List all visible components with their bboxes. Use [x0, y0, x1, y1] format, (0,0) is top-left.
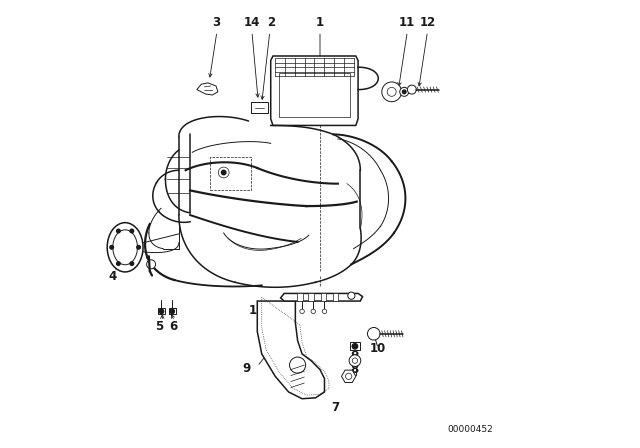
- Text: 6: 6: [169, 319, 177, 333]
- Circle shape: [130, 229, 134, 233]
- Circle shape: [170, 309, 174, 314]
- Circle shape: [382, 82, 401, 102]
- Bar: [297, 293, 303, 301]
- Circle shape: [110, 246, 113, 249]
- Circle shape: [367, 327, 380, 340]
- Circle shape: [403, 90, 406, 94]
- Circle shape: [221, 170, 226, 175]
- Bar: [168, 308, 176, 314]
- Circle shape: [387, 87, 396, 96]
- Text: 1: 1: [316, 16, 324, 29]
- Bar: [350, 342, 360, 350]
- Text: 9: 9: [242, 362, 250, 375]
- Circle shape: [300, 309, 305, 314]
- Bar: [333, 293, 339, 301]
- Circle shape: [311, 309, 316, 314]
- Polygon shape: [257, 301, 324, 399]
- Text: 13: 13: [249, 304, 266, 317]
- Circle shape: [147, 260, 156, 269]
- Ellipse shape: [113, 230, 138, 265]
- Bar: [308, 293, 314, 301]
- Text: 12: 12: [419, 16, 436, 29]
- Bar: [210, 157, 250, 190]
- Circle shape: [348, 292, 355, 299]
- Text: 2: 2: [267, 16, 275, 29]
- Circle shape: [159, 309, 164, 314]
- Bar: [252, 102, 268, 113]
- Text: 5: 5: [156, 319, 164, 333]
- Circle shape: [137, 246, 140, 249]
- Polygon shape: [342, 370, 356, 383]
- Circle shape: [116, 229, 120, 233]
- Text: 4: 4: [109, 270, 117, 284]
- Polygon shape: [196, 83, 218, 95]
- Bar: [321, 293, 326, 301]
- Polygon shape: [271, 56, 358, 125]
- Bar: [158, 308, 165, 314]
- Bar: [279, 73, 350, 117]
- Circle shape: [400, 87, 409, 96]
- Circle shape: [352, 358, 358, 363]
- Ellipse shape: [107, 223, 143, 272]
- Circle shape: [346, 373, 352, 379]
- Text: 8: 8: [350, 346, 358, 359]
- Circle shape: [130, 262, 134, 265]
- Text: 14: 14: [244, 16, 260, 29]
- Text: 11: 11: [399, 16, 415, 29]
- Text: 3: 3: [212, 16, 220, 29]
- Polygon shape: [280, 293, 362, 301]
- Circle shape: [116, 262, 120, 265]
- Text: 10: 10: [369, 342, 385, 355]
- Circle shape: [349, 355, 361, 366]
- Circle shape: [218, 167, 229, 178]
- Circle shape: [407, 85, 416, 94]
- Circle shape: [323, 309, 327, 314]
- Text: 00000452: 00000452: [447, 425, 493, 434]
- Text: 8: 8: [350, 363, 358, 376]
- Text: 7: 7: [332, 401, 340, 414]
- Circle shape: [289, 357, 306, 373]
- Circle shape: [352, 344, 358, 349]
